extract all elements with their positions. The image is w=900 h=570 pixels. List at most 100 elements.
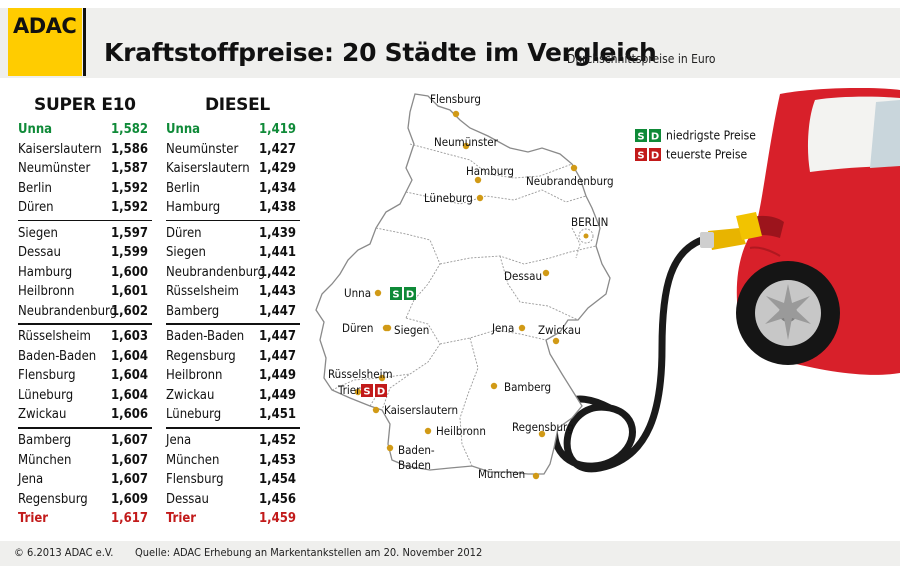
table-row: Heilbronn 1,449 <box>166 368 300 387</box>
table-row: Jena 1,452 <box>166 433 300 452</box>
city-name: Baden-Baden <box>166 329 245 345</box>
table-row: Trier 1,617 <box>18 511 152 530</box>
city-dot <box>386 444 394 452</box>
city-dot <box>583 233 589 239</box>
city-name: Hamburg <box>166 200 221 215</box>
city-dot <box>532 472 540 480</box>
fuel-price: 1,601 <box>111 284 148 300</box>
germany-outline <box>315 93 611 475</box>
city-name: Heilbronn <box>18 284 75 300</box>
table-row: Neumünster 1,427 <box>166 142 300 161</box>
city-dot <box>374 289 382 297</box>
fuel-price: 1,587 <box>111 161 148 176</box>
page-subtitle: Durchschnittspreise in Euro <box>567 52 716 66</box>
table-row: Neubrandenburg 1,442 <box>166 265 300 284</box>
city-dot <box>542 269 550 277</box>
table-row: Hamburg 1,600 <box>18 265 152 284</box>
fuel-price: 1,617 <box>111 511 148 527</box>
city-dot <box>384 324 392 332</box>
city-name: Kaiserslautern <box>18 141 102 157</box>
fuel-price: 1,429 <box>259 161 296 176</box>
fuel-price: 1,459 <box>259 511 296 527</box>
footer-band <box>0 541 900 566</box>
fuel-price: 1,447 <box>259 303 296 319</box>
city-label: Siegen <box>394 323 429 337</box>
page-title: Kraftstoffpreise: 20 Städte im Vergleich <box>104 38 657 67</box>
table-row: München 1,607 <box>18 453 152 472</box>
adac-logo: ADAC <box>8 8 82 76</box>
map-legend: S D niedrigste Preise S D teuerste Preis… <box>635 129 756 162</box>
city-name: Unna <box>18 122 53 137</box>
fuel-price: 1,607 <box>111 452 148 468</box>
fuel-price: 1,434 <box>259 180 296 196</box>
fuel-price: 1,597 <box>111 225 148 241</box>
table-row: Siegen 1,597 <box>18 226 152 245</box>
city-label: Kaiserslautern <box>384 403 458 417</box>
city-dot <box>476 194 484 202</box>
legend-lowest-label: niedrigste Preise <box>666 129 756 143</box>
city-dot <box>490 382 498 390</box>
group-separator <box>166 219 300 222</box>
table-row: Zwickau 1,449 <box>166 388 300 407</box>
city-label: Bamberg <box>504 380 551 394</box>
source-note: Quelle: ADAC Erhebung an Markentankstell… <box>135 546 483 559</box>
fuel-price: 1,441 <box>259 245 296 261</box>
city-dot <box>538 430 546 438</box>
fuel-price: 1,442 <box>259 264 296 280</box>
city-label: Neumünster <box>434 135 499 149</box>
fuel-price: 1,438 <box>259 200 296 215</box>
city-label: Düren <box>342 321 373 335</box>
city-name: Zwickau <box>166 387 215 403</box>
city-name: Düren <box>18 200 54 215</box>
city-dot <box>452 110 460 118</box>
legend-low-d: D <box>651 132 659 143</box>
city-name: Jena <box>166 433 192 449</box>
table-row: Lüneburg 1,604 <box>18 388 152 407</box>
city-name: Siegen <box>18 225 58 241</box>
fuel-price: 1,443 <box>259 284 296 300</box>
city-name: Trier <box>166 511 197 527</box>
fuel-price: 1,449 <box>259 387 296 403</box>
fuel-price: 1,447 <box>259 348 296 364</box>
unna-badge-s: S <box>392 290 399 301</box>
fuel-price: 1,439 <box>259 225 296 241</box>
table-row: Dessau 1,456 <box>166 492 300 511</box>
table-row: Regensburg 1,447 <box>166 349 300 368</box>
logo-divider <box>83 8 86 76</box>
city-name: Neubrandenburg <box>18 303 118 319</box>
city-name: Siegen <box>166 245 206 261</box>
fuel-price: 1,452 <box>259 433 296 449</box>
city-name: Regensburg <box>166 348 236 364</box>
city-label: BERLIN <box>571 215 608 229</box>
city-name: Trier <box>18 511 49 527</box>
city-name: Neumünster <box>166 141 239 157</box>
city-name: München <box>18 452 72 468</box>
fuel-price: 1,606 <box>111 407 148 423</box>
city-label: Baden- <box>398 443 435 457</box>
legend-highest-label: teuerste Preise <box>666 148 747 162</box>
super-e10-heading: SUPER E10 <box>34 95 136 115</box>
fuel-price: 1,602 <box>111 303 148 319</box>
fuel-price: 1,599 <box>111 245 148 261</box>
table-row: Rüsselsheim 1,603 <box>18 329 152 348</box>
table-row: Jena 1,607 <box>18 472 152 491</box>
city-name: Heilbronn <box>166 368 223 384</box>
city-name: Jena <box>18 472 44 488</box>
unna-badge-d: D <box>406 290 414 301</box>
car-illustration <box>736 88 900 375</box>
city-name: Rüsselsheim <box>166 284 239 300</box>
table-row: Kaiserslautern 1,429 <box>166 161 300 180</box>
fuel-price: 1,453 <box>259 452 296 468</box>
city-dot <box>462 142 470 150</box>
fuel-price: 1,607 <box>111 433 148 449</box>
fuel-price: 1,451 <box>259 407 296 423</box>
city-label: Baden <box>398 458 431 472</box>
city-dot <box>570 164 578 172</box>
fuel-price: 1,582 <box>111 122 148 137</box>
city-name: Neubrandenburg <box>166 264 266 280</box>
fuel-price: 1,592 <box>111 180 148 196</box>
city-label: Trier <box>337 383 361 397</box>
city-dot <box>518 324 526 332</box>
group-separator <box>18 427 152 429</box>
table-row: Flensburg 1,454 <box>166 472 300 491</box>
